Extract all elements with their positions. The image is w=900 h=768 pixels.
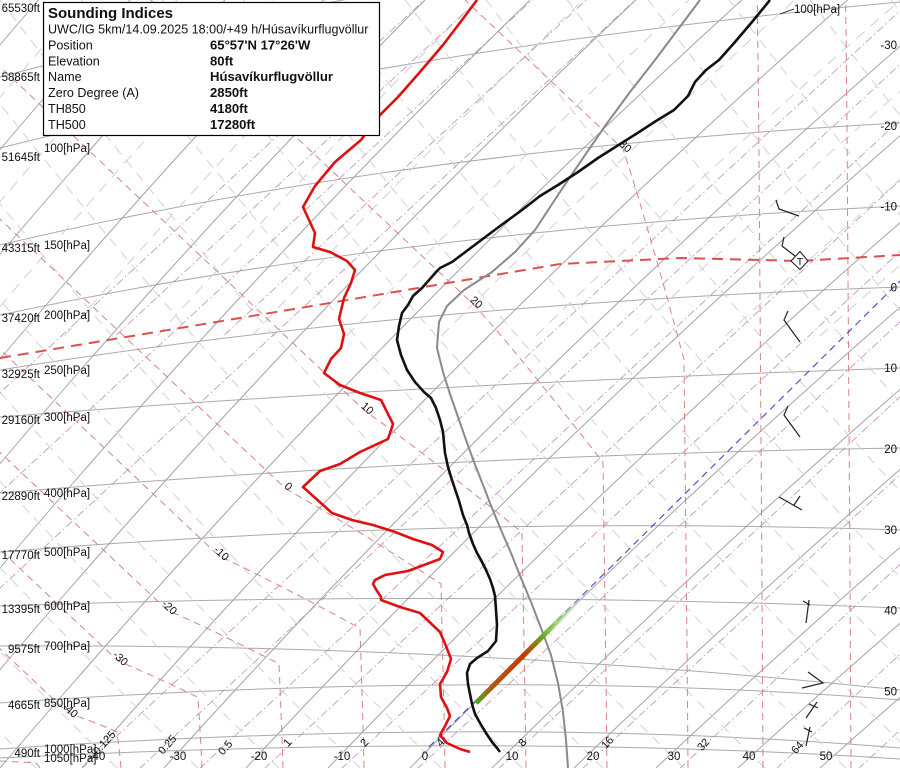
svg-text:30: 30 [884, 525, 897, 537]
svg-text:10: 10 [506, 751, 519, 763]
svg-text:13395ft: 13395ft [2, 604, 41, 616]
svg-text:Name: Name [48, 70, 82, 84]
svg-text:10: 10 [884, 363, 897, 375]
svg-text:-10: -10 [880, 202, 897, 214]
svg-text:200[hPa]: 200[hPa] [44, 310, 90, 322]
svg-text:-20: -20 [251, 751, 268, 763]
svg-text:500[hPa]: 500[hPa] [44, 547, 90, 559]
svg-text:TH500: TH500 [48, 118, 86, 132]
svg-text:2850ft: 2850ft [210, 85, 248, 100]
svg-text:32925ft: 32925ft [2, 369, 41, 381]
svg-text:9575ft: 9575ft [8, 644, 41, 656]
svg-text:400[hPa]: 400[hPa] [44, 488, 90, 500]
svg-text:Sounding Indices: Sounding Indices [48, 5, 173, 22]
svg-text:17280ft: 17280ft [210, 117, 256, 132]
svg-text:29160ft: 29160ft [2, 415, 41, 427]
svg-text:37420ft: 37420ft [2, 313, 41, 325]
svg-text:Elevation: Elevation [48, 54, 100, 68]
svg-text:TH850: TH850 [48, 102, 86, 116]
svg-text:150[hPa]: 150[hPa] [44, 240, 90, 252]
svg-text:100[hPa]: 100[hPa] [794, 4, 840, 16]
svg-text:-40: -40 [89, 751, 106, 763]
svg-text:50: 50 [884, 686, 897, 698]
svg-text:51645ft: 51645ft [2, 152, 41, 164]
svg-text:30: 30 [668, 751, 681, 763]
svg-text:600[hPa]: 600[hPa] [44, 601, 90, 613]
svg-text:40: 40 [884, 606, 897, 618]
svg-text:Húsavíkurflugvöllur: Húsavíkurflugvöllur [210, 69, 333, 84]
svg-text:UWC/IG 5km/14.09.2025 18:00/+4: UWC/IG 5km/14.09.2025 18:00/+49 h/Húsaví… [48, 23, 368, 37]
svg-text:17770ft: 17770ft [2, 550, 41, 562]
svg-text:50: 50 [820, 751, 833, 763]
svg-text:-30: -30 [880, 40, 897, 52]
svg-text:65530ft: 65530ft [2, 3, 41, 15]
svg-text:250[hPa]: 250[hPa] [44, 365, 90, 377]
svg-text:-10: -10 [334, 751, 351, 763]
svg-text:-30: -30 [170, 751, 187, 763]
svg-text:0: 0 [891, 282, 897, 294]
svg-text:58865ft: 58865ft [2, 72, 41, 84]
svg-text:490ft: 490ft [14, 748, 40, 760]
svg-text:20: 20 [587, 751, 600, 763]
svg-text:1050[hPa]: 1050[hPa] [44, 753, 96, 765]
svg-text:T: T [797, 256, 804, 268]
svg-text:80ft: 80ft [210, 53, 234, 68]
svg-text:850[hPa]: 850[hPa] [44, 698, 90, 710]
svg-text:0: 0 [422, 751, 428, 763]
svg-text:Position: Position [48, 38, 93, 52]
svg-text:43315ft: 43315ft [2, 243, 41, 255]
svg-text:1000[hPa]: 1000[hPa] [44, 744, 96, 756]
svg-text:300[hPa]: 300[hPa] [44, 412, 90, 424]
svg-text:-20: -20 [880, 121, 897, 133]
svg-text:4665ft: 4665ft [8, 700, 41, 712]
svg-text:20: 20 [884, 444, 897, 456]
svg-text:22890ft: 22890ft [2, 491, 41, 503]
svg-text:65°57'N 17°26'W: 65°57'N 17°26'W [210, 37, 311, 52]
svg-text:4180ft: 4180ft [210, 101, 248, 116]
svg-text:700[hPa]: 700[hPa] [44, 641, 90, 653]
svg-text:100[hPa]: 100[hPa] [44, 143, 90, 155]
svg-text:40: 40 [743, 751, 756, 763]
svg-text:Zero Degree (A): Zero Degree (A) [48, 86, 139, 100]
